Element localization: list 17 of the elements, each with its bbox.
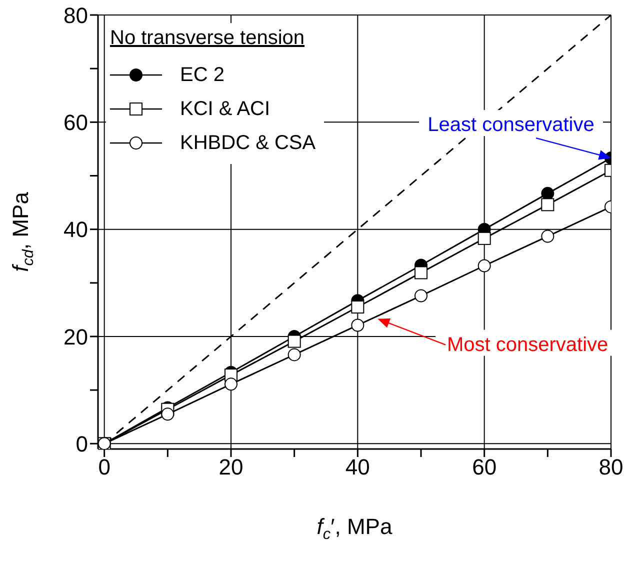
x-tick-label: 40 (345, 454, 370, 480)
legend-title: No transverse tension (110, 27, 306, 50)
annotation: Least conservative (428, 114, 594, 136)
annotation: Most conservative (447, 334, 608, 356)
y-tick-label: 80 (64, 2, 88, 28)
legend-label: KHBDC & CSA (180, 132, 316, 154)
y-tick-label: 60 (64, 110, 88, 135)
legend-label: EC 2 (180, 64, 224, 86)
legend-label: KCI & ACI (180, 98, 270, 120)
y-tick-label: 0 (76, 431, 88, 456)
x-axis-title: f$_{c}$′, MPa (316, 514, 393, 542)
x-tick-label: 0 (98, 454, 110, 480)
x-tick-label: 20 (218, 454, 244, 480)
x-tick-label: 80 (598, 454, 624, 480)
x-tick-label: 60 (472, 454, 497, 480)
y-tick-label: 20 (64, 324, 88, 350)
y-tick-label: 40 (64, 217, 88, 242)
